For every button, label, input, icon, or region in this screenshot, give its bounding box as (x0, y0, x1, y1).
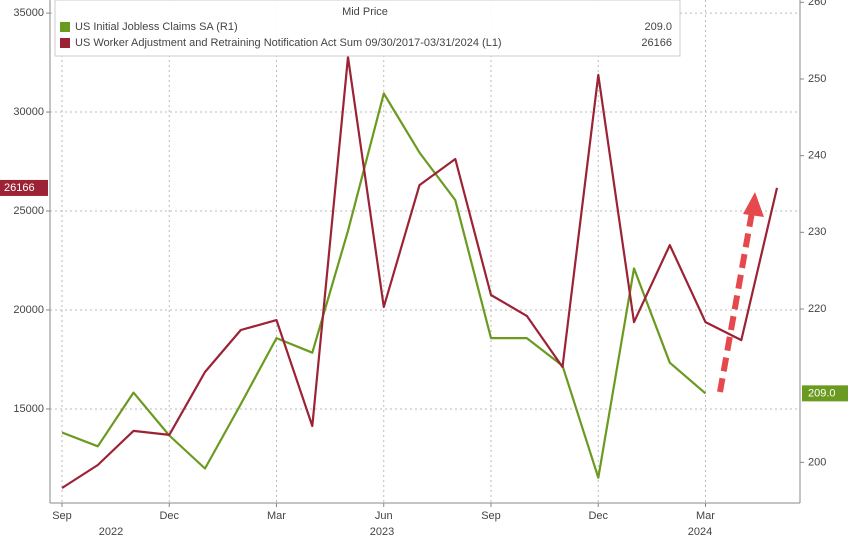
x-tick-label: Dec (588, 510, 608, 522)
y2-tick-label: 230 (808, 226, 826, 238)
legend-swatch (60, 22, 70, 32)
legend-box (54, 0, 681, 57)
last-value-label: 26166 (4, 182, 35, 194)
y-tick-label: 25000 (13, 205, 44, 217)
arrow-shaft (717, 211, 755, 393)
x-tick-label: Mar (696, 510, 715, 522)
legend-value: 209.0 (644, 21, 672, 33)
y-tick-label: 15000 (13, 403, 44, 415)
plot-area (61, 55, 779, 489)
y2-tick-label: 260 (808, 0, 826, 8)
y2-tick-label: 220 (808, 303, 826, 315)
series-line (61, 55, 779, 489)
last-value-box (0, 179, 48, 196)
y-tick-label: 35000 (13, 7, 44, 19)
y2-tick-label: 250 (808, 73, 826, 85)
year-label: 2024 (688, 526, 712, 538)
legend-entries: US Initial Jobless Claims SA (R1) 209.0 US… (60, 21, 672, 49)
legend-label: US Initial Jobless Claims SA (R1) (75, 21, 238, 33)
x-tick-label: Sep (481, 510, 501, 522)
last-value-box (802, 385, 848, 402)
x-tick-label: Mar (267, 510, 286, 522)
y-tick-label: 20000 (13, 304, 44, 316)
legend-label: US Worker Adjustment and Retraining Noti… (75, 37, 502, 49)
x-tick-label: Jun (375, 510, 393, 522)
arrow-annotation (717, 192, 764, 393)
y2-tick-label: 240 (808, 150, 826, 162)
arrow-head (743, 192, 764, 217)
legend-value: 26166 (641, 37, 672, 49)
x-tick-label: Sep (52, 510, 72, 522)
year-label: 2023 (370, 526, 394, 538)
y2-tick-label: 200 (808, 456, 826, 468)
x-tick-label: Dec (159, 510, 179, 522)
y-tick-label: 30000 (13, 106, 44, 118)
last-value-label: 209.0 (808, 387, 836, 399)
year-label: 2022 (99, 526, 123, 538)
legend: Mid Price (54, 0, 681, 57)
legend-swatch (60, 38, 70, 48)
legend-title: Mid Price (342, 6, 388, 18)
